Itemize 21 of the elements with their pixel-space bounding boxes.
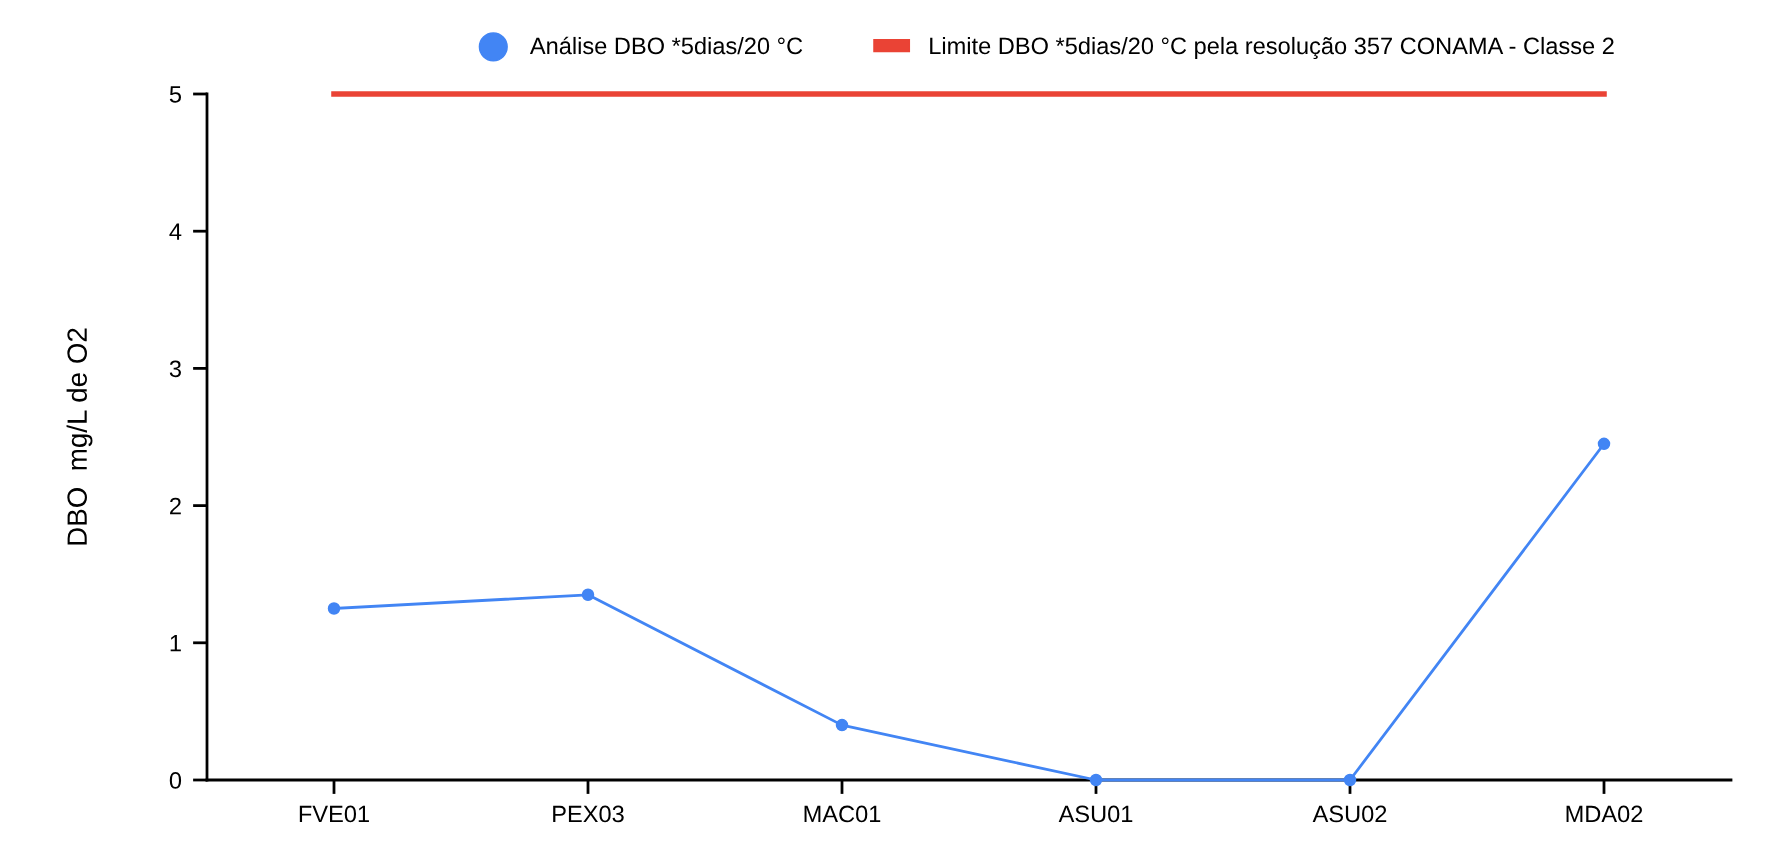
- x-tick-label: PEX03: [553, 805, 624, 823]
- y-tick-label: 4: [169, 223, 182, 240]
- point: [1597, 437, 1611, 451]
- x-tick-label: ASU02: [1312, 805, 1387, 823]
- y-axis-title: DBO mg/L de O2: [66, 328, 93, 545]
- y-tick-label: 0: [169, 772, 182, 789]
- x-tick-label: MAC01: [804, 805, 881, 823]
- y-tick-label: 3: [169, 360, 181, 378]
- point: [581, 588, 595, 602]
- point: [835, 718, 849, 732]
- x-tick-label: ASU01: [1058, 805, 1133, 823]
- point: [1089, 773, 1103, 787]
- x-tick-label: MDA02: [1566, 805, 1643, 823]
- legend-label: Limite DBO *5dias/20 °C pela resolução 357 CONAMA - Classe 2: [930, 36, 1614, 60]
- x-tick-label: FVE01: [299, 805, 369, 823]
- y-tick-label: 1: [170, 635, 181, 652]
- y-tick-label: 5: [169, 86, 182, 103]
- legend-label: Análise DBO *5dias/20 °C: [529, 36, 803, 55]
- point: [1343, 773, 1357, 787]
- y-tick-label: 2: [170, 497, 181, 515]
- point: [327, 602, 341, 615]
